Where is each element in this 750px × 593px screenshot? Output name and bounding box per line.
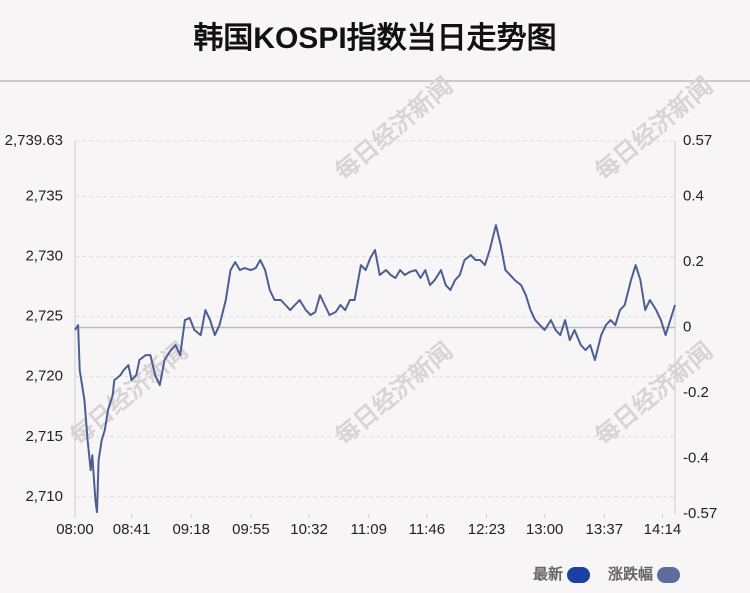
legend-label: 最新 [533,565,563,583]
legend-swatch [567,567,591,583]
y2-tick-label: 0.57 [683,132,712,149]
y-tick-label: 2,725 [25,308,63,325]
price-line [74,224,676,514]
y2-tick-label: -0.57 [683,505,717,522]
x-tick-label: 14:14 [644,521,682,538]
legend-swatch [657,567,681,583]
x-tick-label: 09:55 [232,521,270,538]
x-tick-label: 12:23 [468,521,506,538]
y-tick-label: 2,720 [25,368,63,385]
x-tick-label: 08:00 [56,521,94,538]
y2-tick-label: 0.4 [683,188,704,205]
y-tick-label: 2,710 [25,488,63,505]
x-tick-label: 13:37 [586,521,624,538]
x-tick-label: 10:32 [290,521,328,538]
chart-title: 韩国KOSPI指数当日走势图 [193,22,556,55]
y2-tick-label: 0 [683,318,691,335]
x-tick-label: 09:18 [172,521,210,538]
y2-tick-label: 0.2 [683,253,704,270]
x-tick-label: 11:46 [409,521,445,538]
y2-tick-label: -0.4 [683,449,709,466]
y2-tick-label: -0.2 [683,384,709,401]
y-tick-label: 2,735 [25,188,63,205]
x-tick-label: 08:41 [113,521,151,538]
y-tick-label: 2,739.63 [5,132,63,149]
y-tick-label: 2,715 [25,428,63,445]
x-tick-label: 11:09 [350,521,386,538]
legend-label: 涨跌幅 [608,565,653,583]
y-tick-label: 2,730 [25,248,63,265]
x-tick-label: 13:00 [526,521,564,538]
